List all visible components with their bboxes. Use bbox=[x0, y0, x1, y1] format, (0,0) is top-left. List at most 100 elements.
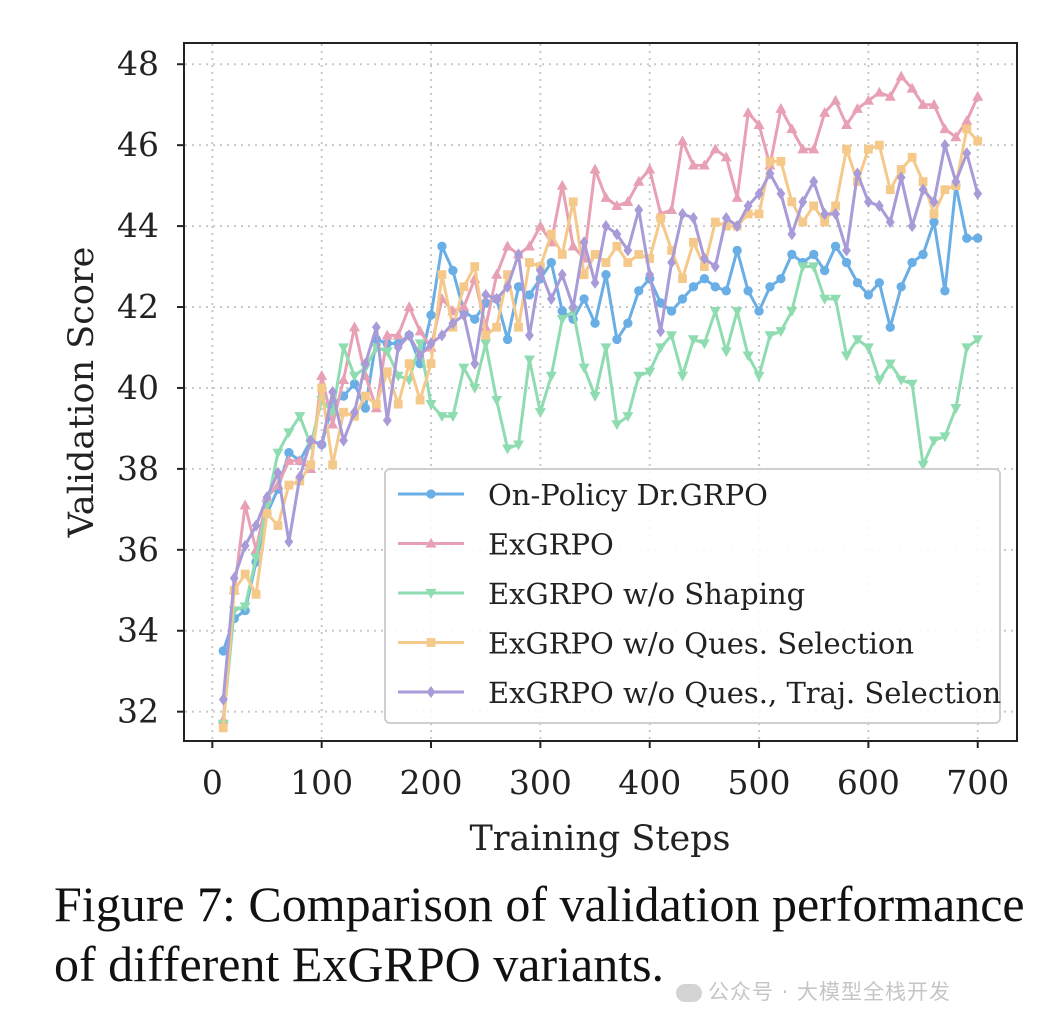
data-point bbox=[218, 646, 228, 656]
watermark-text: 公众号 · 大模型全栈开发 bbox=[708, 980, 952, 1004]
data-point bbox=[939, 432, 951, 443]
data-point bbox=[972, 90, 984, 101]
data-point bbox=[940, 185, 950, 195]
data-point bbox=[601, 258, 611, 267]
data-point bbox=[831, 201, 840, 211]
data-point bbox=[250, 553, 262, 564]
data-point bbox=[775, 327, 787, 338]
y-tick-label: 42 bbox=[117, 287, 159, 326]
data-point bbox=[940, 139, 950, 152]
data-point bbox=[503, 270, 512, 280]
data-point bbox=[480, 339, 492, 350]
data-point bbox=[830, 94, 842, 105]
y-tick-label: 32 bbox=[117, 692, 159, 731]
data-point bbox=[611, 200, 623, 210]
data-point bbox=[284, 448, 294, 458]
y-tick-label: 46 bbox=[117, 125, 159, 164]
x-tick-label: 100 bbox=[290, 763, 353, 802]
data-point bbox=[392, 329, 404, 340]
data-point bbox=[787, 249, 797, 260]
data-point bbox=[731, 191, 743, 202]
data-point bbox=[742, 351, 754, 362]
data-point bbox=[830, 241, 841, 252]
x-tick-label: 0 bbox=[202, 763, 223, 802]
legend-label: ExGRPO w/o Ques. Selection bbox=[488, 627, 914, 661]
data-point bbox=[699, 274, 710, 284]
data-point bbox=[720, 151, 732, 162]
y-tick-label: 34 bbox=[117, 611, 159, 650]
data-point bbox=[590, 318, 600, 328]
data-point bbox=[973, 233, 983, 243]
data-point bbox=[884, 90, 896, 101]
data-point bbox=[348, 321, 360, 332]
data-point bbox=[709, 306, 721, 317]
legend-entry: ExGRPO w/o Ques. Selection bbox=[398, 627, 914, 661]
data-point bbox=[940, 286, 950, 296]
data-point bbox=[634, 203, 644, 216]
data-point bbox=[666, 331, 678, 342]
data-point bbox=[470, 314, 480, 324]
data-point bbox=[556, 179, 568, 190]
data-point bbox=[525, 258, 534, 267]
legend-marker bbox=[425, 588, 437, 599]
data-point bbox=[492, 292, 502, 305]
data-point bbox=[852, 278, 863, 288]
data-point bbox=[962, 233, 972, 243]
data-point bbox=[853, 167, 862, 180]
data-point bbox=[929, 195, 939, 208]
data-point bbox=[262, 491, 272, 504]
data-point bbox=[895, 70, 907, 81]
data-point bbox=[776, 156, 786, 166]
data-point bbox=[961, 115, 973, 126]
y-tick-label: 44 bbox=[117, 206, 159, 245]
data-point bbox=[338, 374, 350, 384]
data-point bbox=[666, 204, 678, 215]
data-point bbox=[623, 244, 633, 257]
data-point bbox=[218, 723, 228, 733]
data-point bbox=[709, 143, 721, 154]
data-point bbox=[656, 325, 666, 338]
x-tick-label: 400 bbox=[618, 763, 681, 802]
x-tick-label: 600 bbox=[837, 763, 900, 802]
data-point bbox=[612, 241, 622, 251]
data-point bbox=[240, 539, 250, 552]
data-point bbox=[568, 300, 578, 314]
data-point bbox=[502, 240, 514, 251]
data-point bbox=[568, 197, 578, 207]
data-point bbox=[743, 286, 753, 296]
data-point bbox=[809, 249, 819, 260]
data-point bbox=[667, 256, 676, 269]
data-point bbox=[644, 163, 656, 174]
data-point bbox=[820, 217, 830, 227]
watermark: 公众号 · 大模型全栈开发 bbox=[676, 976, 951, 1006]
data-point bbox=[512, 440, 524, 451]
data-point bbox=[284, 535, 294, 548]
data-point bbox=[503, 280, 512, 293]
data-point bbox=[819, 107, 831, 117]
data-point bbox=[623, 318, 633, 328]
data-point bbox=[710, 282, 720, 292]
data-point bbox=[907, 257, 917, 268]
data-point bbox=[600, 191, 612, 202]
data-point bbox=[316, 370, 328, 380]
data-point bbox=[863, 290, 874, 300]
data-point bbox=[798, 217, 808, 227]
data-point bbox=[677, 371, 689, 382]
data-point bbox=[579, 236, 589, 249]
data-point bbox=[481, 330, 491, 340]
data-point bbox=[611, 420, 623, 431]
data-point bbox=[437, 329, 447, 342]
data-point bbox=[917, 460, 929, 471]
data-point bbox=[928, 98, 940, 109]
data-point bbox=[425, 400, 437, 410]
data-point bbox=[754, 209, 764, 219]
data-point bbox=[546, 229, 556, 239]
data-point bbox=[612, 228, 622, 241]
data-point bbox=[667, 245, 676, 255]
data-point bbox=[458, 363, 470, 374]
data-point bbox=[534, 408, 546, 419]
y-tick-label: 36 bbox=[117, 530, 159, 569]
data-point bbox=[600, 343, 612, 354]
data-point bbox=[360, 403, 371, 413]
data-point bbox=[753, 119, 765, 130]
